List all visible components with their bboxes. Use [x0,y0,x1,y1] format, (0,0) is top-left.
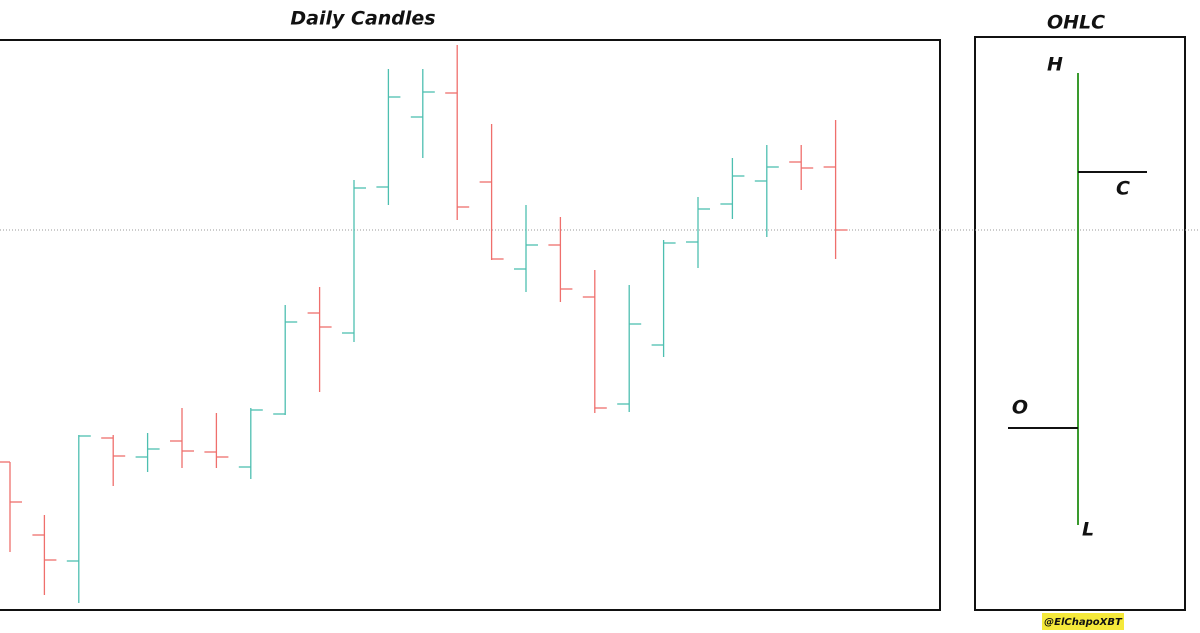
legend-panel [974,36,1186,611]
legend-label: L [1082,519,1094,541]
chart-title: Daily Candles [290,8,435,30]
chart-panel [0,39,941,611]
watermark-box [1042,613,1124,630]
legend-title: OHLC [1047,12,1105,34]
legend-label: O [1012,397,1028,419]
watermark: @ElChapoXBT [1044,617,1123,628]
legend-label: H [1047,54,1063,76]
legend-label: C [1116,178,1130,200]
